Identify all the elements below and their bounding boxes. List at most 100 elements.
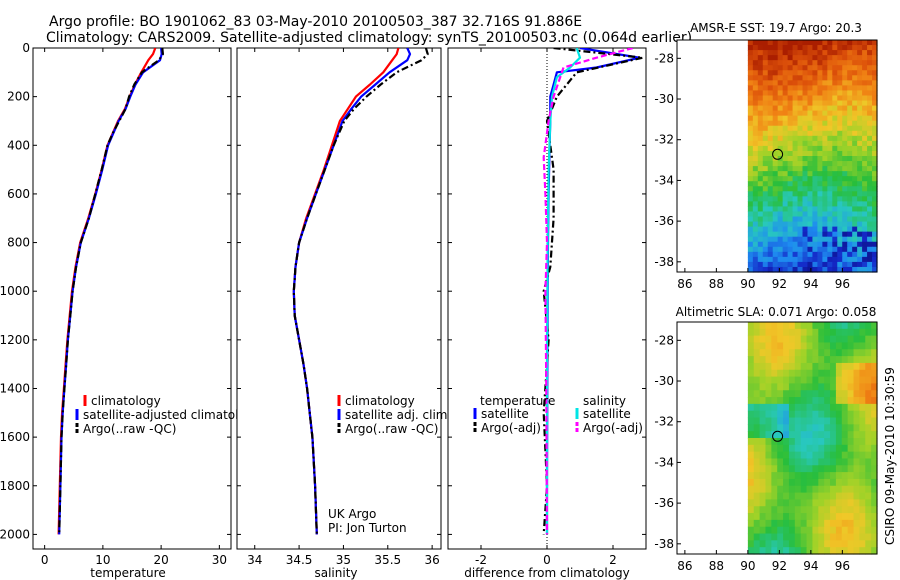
sst-cell bbox=[822, 150, 828, 157]
sst-cell bbox=[772, 75, 779, 81]
sla-cell bbox=[847, 335, 855, 344]
sst-cell bbox=[862, 150, 868, 157]
sla-cell bbox=[830, 349, 837, 357]
sla-cell bbox=[783, 383, 790, 391]
sla-cell bbox=[777, 424, 784, 432]
sst-cell bbox=[832, 75, 838, 81]
sst-cell bbox=[802, 115, 809, 122]
sla-cell bbox=[859, 376, 866, 385]
sst-cell bbox=[782, 156, 789, 162]
sla-y-tick-label: -30 bbox=[654, 374, 674, 388]
sst-cell bbox=[847, 105, 853, 112]
sst-cell bbox=[852, 85, 858, 92]
sla-cell bbox=[783, 526, 790, 535]
sla-cell bbox=[835, 403, 843, 412]
sst-cell bbox=[812, 186, 818, 192]
sst-cell bbox=[832, 130, 838, 137]
sla-cell bbox=[783, 403, 790, 412]
sla-cell bbox=[800, 465, 808, 473]
sst-cell bbox=[802, 125, 809, 132]
sla-cell bbox=[806, 526, 814, 535]
sla-cell bbox=[824, 451, 831, 460]
sst-cell bbox=[862, 40, 868, 46]
sst-cell bbox=[817, 216, 823, 223]
sst-cell bbox=[797, 196, 804, 202]
sla-cell bbox=[871, 547, 878, 555]
sla-cell bbox=[753, 403, 761, 412]
sst-cell bbox=[857, 95, 863, 102]
sla-cell bbox=[777, 417, 784, 425]
sla-cell bbox=[788, 506, 796, 514]
sst-cell bbox=[812, 221, 818, 228]
sst-cell bbox=[822, 181, 828, 187]
sla-cell bbox=[759, 417, 767, 425]
sla-cell bbox=[759, 458, 767, 466]
sst-cell bbox=[857, 171, 863, 177]
sst-cell bbox=[792, 191, 799, 197]
sla-cell bbox=[853, 431, 860, 439]
sst-cell bbox=[862, 231, 868, 238]
temperature-y-tick-label: 600 bbox=[7, 187, 30, 201]
sla-cell bbox=[759, 349, 767, 357]
temperature-y-tick-label: 1600 bbox=[0, 430, 30, 444]
sla-cell bbox=[794, 383, 802, 391]
sla-cell bbox=[865, 356, 872, 364]
sst-cell bbox=[827, 171, 833, 177]
sla-cell bbox=[771, 362, 778, 371]
sla-cell bbox=[835, 472, 843, 480]
sst-cell bbox=[857, 80, 863, 86]
sst-cell bbox=[842, 50, 848, 56]
sla-cell bbox=[788, 417, 796, 425]
sst-cell bbox=[827, 95, 833, 102]
sst-cell bbox=[762, 110, 769, 117]
sst-cell bbox=[762, 140, 769, 147]
sst-cell bbox=[777, 191, 784, 197]
temperature-y-tick-label: 1000 bbox=[0, 284, 30, 298]
sst-cell bbox=[787, 70, 794, 76]
sla-cell bbox=[777, 431, 784, 439]
sla-cell bbox=[747, 465, 755, 473]
sst-cell bbox=[767, 181, 774, 187]
sla-cell bbox=[871, 506, 878, 514]
sla-cell bbox=[835, 356, 843, 364]
sst-cell bbox=[847, 40, 853, 46]
sst-cell bbox=[852, 150, 858, 157]
sst-cell bbox=[807, 171, 814, 177]
sst-cell bbox=[857, 55, 863, 61]
sst-cell bbox=[817, 130, 823, 137]
sst-cell bbox=[802, 231, 809, 238]
sst-cell bbox=[782, 105, 789, 112]
sla-x-tick-label: 88 bbox=[709, 559, 724, 573]
sst-cell bbox=[772, 196, 779, 202]
sst-cell bbox=[782, 70, 789, 76]
sla-cell bbox=[759, 526, 767, 535]
sst-cell bbox=[857, 60, 863, 66]
sst-cell bbox=[852, 166, 858, 172]
sst-cell bbox=[857, 125, 863, 132]
sla-cell bbox=[871, 499, 878, 507]
sst-cell bbox=[757, 176, 764, 182]
sst-cell bbox=[797, 80, 804, 86]
sst-cell bbox=[752, 85, 759, 92]
sst-y-tick-label: -30 bbox=[654, 92, 674, 106]
sst-cell bbox=[757, 40, 764, 46]
sst-cell bbox=[797, 246, 804, 253]
sst-cell bbox=[817, 75, 823, 81]
sst-cell bbox=[762, 261, 769, 268]
sst-cell bbox=[822, 80, 828, 86]
sla-cell bbox=[783, 444, 790, 453]
sst-cell bbox=[772, 130, 779, 137]
sst-cell bbox=[782, 100, 789, 107]
sla-cell bbox=[830, 465, 837, 473]
sst-cell bbox=[752, 125, 759, 132]
sst-cell bbox=[837, 191, 843, 197]
sla-cell bbox=[747, 458, 755, 466]
sst-cell bbox=[792, 166, 799, 172]
sst-cell bbox=[802, 85, 809, 92]
sst-cell bbox=[782, 226, 789, 233]
sla-cell bbox=[794, 362, 802, 371]
difference-x-tick-label: 0 bbox=[543, 553, 551, 567]
sla-cell bbox=[853, 465, 860, 473]
sla-cell bbox=[818, 492, 825, 501]
sla-cell bbox=[853, 478, 860, 487]
